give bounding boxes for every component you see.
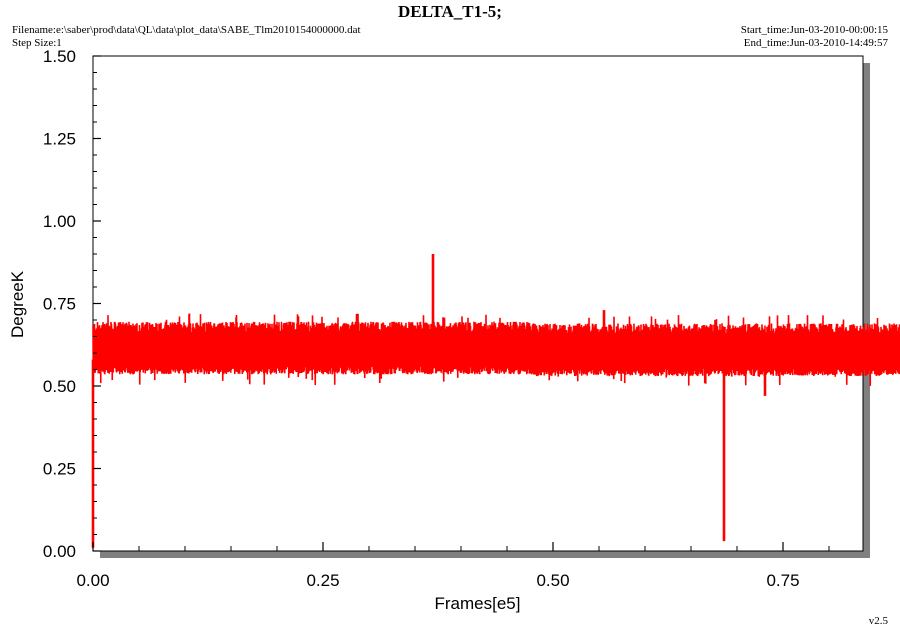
y-tick-label-5: 1.25 (43, 130, 76, 149)
y-tick-label-4: 1.00 (43, 212, 76, 231)
y-axis-label: DegreeK (8, 270, 27, 338)
y-tick-label-2: 0.50 (43, 377, 76, 396)
filename-label: Filename:e:\saber\prod\data\QL\data\plot… (12, 24, 361, 36)
x-tick-label-1: 0.25 (306, 571, 339, 590)
x-axis-label: Frames[e5] (434, 594, 521, 613)
plot-frame (92, 55, 864, 552)
x-tick-label-2: 0.50 (536, 571, 569, 590)
y-tick-label-3: 0.75 (43, 295, 76, 314)
y-tick-label-1: 0.25 (43, 460, 76, 479)
y-tick-label-0: 0.00 (43, 542, 76, 561)
version-label: v2.5 (868, 615, 888, 627)
start-time-label: Start_time:Jun-03-2010-00:00:15 (740, 24, 888, 36)
end-time-label: End_time:Jun-03-2010-14:49:57 (743, 37, 888, 49)
y-tick-label-6: 1.50 (43, 47, 76, 66)
x-tick-label-0: 0.00 (76, 571, 109, 590)
series-line (92, 313, 900, 386)
step-size-label: Step Size:1 (12, 37, 62, 49)
chart-title: DELTA_T1-5; (398, 2, 502, 21)
x-tick-label-3: 0.75 (766, 571, 799, 590)
